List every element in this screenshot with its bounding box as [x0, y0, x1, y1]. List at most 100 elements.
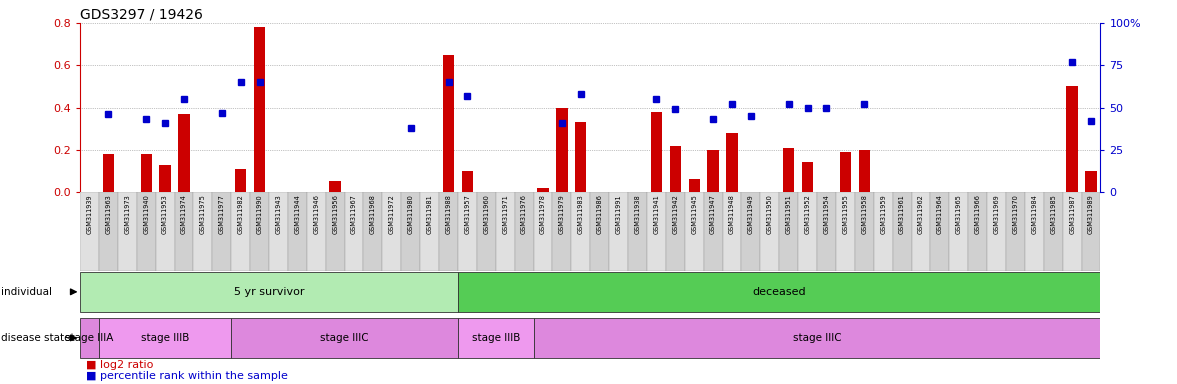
- Text: GSM311944: GSM311944: [294, 194, 300, 234]
- Bar: [685, 192, 704, 271]
- Bar: [326, 192, 345, 271]
- Text: GSM311953: GSM311953: [162, 194, 168, 234]
- Text: individual: individual: [1, 287, 52, 297]
- Text: GSM311981: GSM311981: [426, 194, 433, 234]
- Bar: [802, 162, 813, 192]
- Bar: [137, 192, 155, 271]
- Text: GSM311967: GSM311967: [351, 194, 357, 234]
- Bar: [723, 192, 742, 271]
- Bar: [817, 192, 836, 271]
- Bar: [836, 192, 855, 271]
- Bar: [118, 192, 137, 271]
- Bar: [911, 192, 930, 271]
- Bar: [742, 192, 760, 271]
- Bar: [254, 27, 265, 192]
- Text: disease state: disease state: [1, 333, 71, 343]
- Text: GSM311964: GSM311964: [937, 194, 943, 234]
- Text: GSM311986: GSM311986: [597, 194, 603, 234]
- Text: GSM311940: GSM311940: [144, 194, 149, 234]
- Bar: [576, 122, 586, 192]
- Bar: [458, 272, 1100, 312]
- Bar: [461, 171, 473, 192]
- Bar: [80, 272, 458, 312]
- Bar: [726, 133, 738, 192]
- Text: GSM311959: GSM311959: [880, 194, 886, 234]
- Bar: [477, 192, 496, 271]
- Bar: [552, 192, 571, 271]
- Bar: [458, 192, 477, 271]
- Text: GSM311957: GSM311957: [465, 194, 471, 234]
- Bar: [1025, 192, 1044, 271]
- Text: GSM311938: GSM311938: [634, 194, 640, 234]
- Text: stage IIIC: stage IIIC: [320, 333, 368, 343]
- Bar: [155, 192, 174, 271]
- Bar: [174, 192, 193, 271]
- Text: GSM311985: GSM311985: [1050, 194, 1056, 234]
- Bar: [533, 318, 1100, 358]
- Text: GSM311956: GSM311956: [332, 194, 338, 234]
- Bar: [1063, 192, 1082, 271]
- Bar: [140, 154, 152, 192]
- Bar: [178, 114, 189, 192]
- Bar: [1044, 192, 1063, 271]
- Text: stage IIIB: stage IIIB: [472, 333, 520, 343]
- Text: GSM311971: GSM311971: [503, 194, 508, 234]
- Bar: [704, 192, 723, 271]
- Bar: [80, 318, 99, 358]
- Bar: [80, 192, 99, 271]
- Text: GSM311973: GSM311973: [125, 194, 131, 234]
- Bar: [514, 192, 533, 271]
- Text: GSM311989: GSM311989: [1088, 194, 1095, 234]
- Bar: [779, 192, 798, 271]
- Bar: [1085, 171, 1097, 192]
- Text: GSM311943: GSM311943: [275, 194, 281, 234]
- Bar: [760, 192, 779, 271]
- Bar: [969, 192, 988, 271]
- Bar: [231, 318, 458, 358]
- Text: GSM311975: GSM311975: [200, 194, 206, 234]
- Bar: [420, 192, 439, 271]
- Text: GSM311961: GSM311961: [899, 194, 905, 234]
- Text: GSM311978: GSM311978: [540, 194, 546, 234]
- Bar: [670, 146, 681, 192]
- Text: ■ percentile rank within the sample: ■ percentile rank within the sample: [86, 371, 288, 381]
- Bar: [383, 192, 401, 271]
- Bar: [839, 152, 851, 192]
- Bar: [439, 192, 458, 271]
- Text: GSM311949: GSM311949: [747, 194, 754, 234]
- Bar: [610, 192, 629, 271]
- Bar: [364, 192, 383, 271]
- Bar: [651, 112, 663, 192]
- Text: GSM311941: GSM311941: [653, 194, 659, 234]
- Bar: [99, 192, 118, 271]
- Bar: [1006, 192, 1025, 271]
- Bar: [629, 192, 647, 271]
- Bar: [443, 55, 454, 192]
- Bar: [855, 192, 873, 271]
- Text: GSM311970: GSM311970: [1012, 194, 1018, 234]
- Text: GSM311991: GSM311991: [616, 194, 621, 234]
- Text: GSM311946: GSM311946: [313, 194, 319, 234]
- Bar: [858, 150, 870, 192]
- Text: GSM311947: GSM311947: [710, 194, 716, 234]
- Text: GSM311960: GSM311960: [484, 194, 490, 234]
- Bar: [647, 192, 666, 271]
- Text: GSM311958: GSM311958: [862, 194, 867, 234]
- Bar: [496, 192, 514, 271]
- Text: stage IIIC: stage IIIC: [793, 333, 842, 343]
- Bar: [930, 192, 950, 271]
- Bar: [538, 188, 548, 192]
- Text: GSM311972: GSM311972: [388, 194, 394, 234]
- Bar: [159, 165, 171, 192]
- Text: GSM311966: GSM311966: [975, 194, 980, 234]
- Bar: [288, 192, 307, 271]
- Text: GSM311990: GSM311990: [257, 194, 262, 234]
- Bar: [988, 192, 1006, 271]
- Text: GSM311980: GSM311980: [407, 194, 414, 234]
- Bar: [102, 154, 114, 192]
- Bar: [345, 192, 364, 271]
- Text: GSM311976: GSM311976: [521, 194, 527, 234]
- Text: GSM311968: GSM311968: [370, 194, 375, 234]
- Bar: [892, 192, 911, 271]
- Text: GSM311945: GSM311945: [691, 194, 697, 234]
